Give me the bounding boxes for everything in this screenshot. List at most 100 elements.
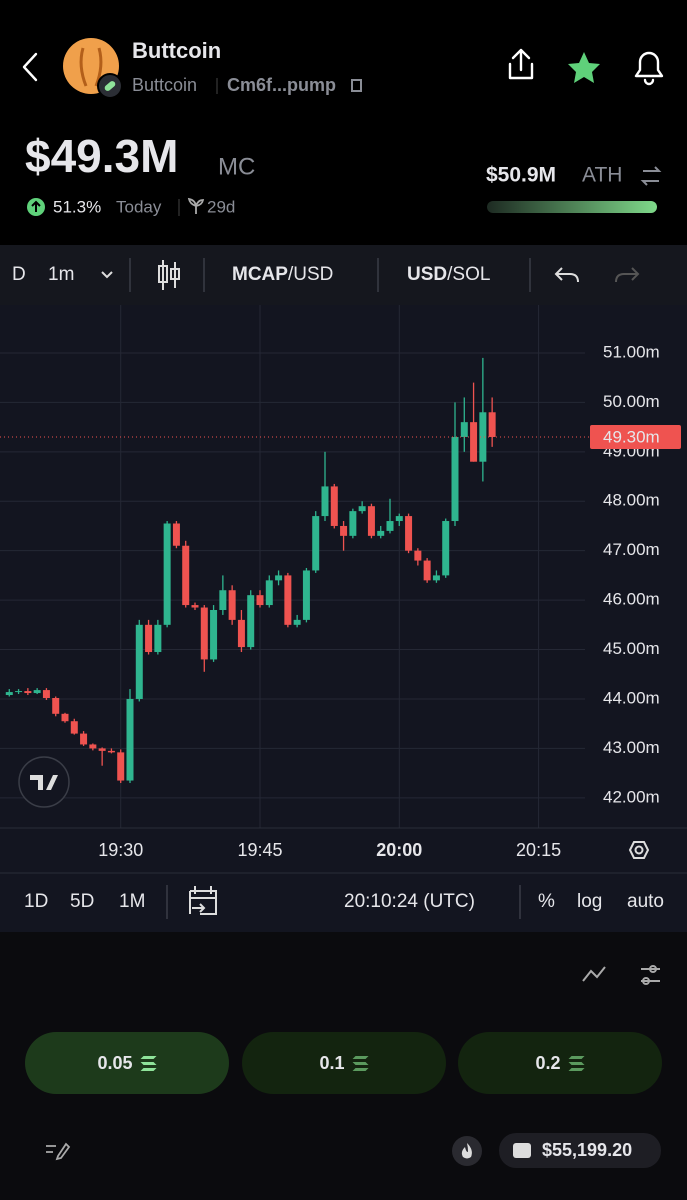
usd-toggle[interactable]: USD/SOL bbox=[407, 264, 490, 285]
candle-body bbox=[191, 605, 199, 608]
plot: 19:30 19:45 20:00 20:15 42.00m 43.00m 44.00m 45… bbox=[0, 305, 681, 860]
swap-icon[interactable] bbox=[640, 166, 662, 186]
tv-logo-mark bbox=[30, 775, 58, 790]
candle-body bbox=[488, 412, 496, 437]
alert-button[interactable] bbox=[634, 51, 664, 86]
candle-body bbox=[210, 610, 218, 660]
y-tick-label: 47.00m bbox=[603, 540, 660, 559]
share-button[interactable] bbox=[508, 48, 534, 80]
candle-body bbox=[442, 521, 450, 576]
candle-body bbox=[182, 545, 190, 606]
pill-icon bbox=[104, 81, 116, 91]
buy-buttons: 0.05 0.1 0.2 bbox=[25, 1032, 662, 1094]
token-address[interactable]: Cm6f...pump bbox=[227, 75, 336, 95]
usd[interactable]: USD bbox=[407, 264, 447, 285]
candle-body bbox=[15, 691, 23, 693]
candles-icon[interactable] bbox=[158, 260, 180, 290]
candle-body bbox=[256, 595, 264, 606]
chart-type-icon[interactable] bbox=[582, 966, 606, 982]
mcap-toggle[interactable]: MCAP/USD bbox=[232, 264, 333, 285]
copy-icon[interactable] bbox=[351, 79, 362, 92]
candle-body bbox=[61, 713, 69, 722]
dropdown[interactable] bbox=[101, 271, 113, 279]
market-cap: $49.3M bbox=[25, 130, 178, 182]
buy-button[interactable] bbox=[242, 1032, 446, 1094]
candle-body bbox=[33, 690, 41, 694]
range[interactable]: 5D bbox=[70, 891, 94, 912]
candle-body bbox=[405, 516, 413, 551]
chart-settings[interactable] bbox=[628, 841, 650, 859]
auto-toggle[interactable]: auto bbox=[627, 891, 664, 912]
x-tick-label: 19:45 bbox=[237, 840, 282, 860]
candle-body bbox=[247, 595, 255, 648]
priority-button[interactable] bbox=[452, 1136, 482, 1166]
candle-body bbox=[117, 752, 125, 781]
candle-body bbox=[98, 748, 106, 751]
candle-body bbox=[237, 619, 245, 648]
last-price-label: 49.30m bbox=[603, 427, 660, 446]
y-tick-label: 42.00m bbox=[603, 787, 660, 806]
range[interactable]: 1D bbox=[24, 891, 48, 912]
tv-logo[interactable] bbox=[18, 756, 70, 808]
candle-body bbox=[302, 570, 310, 620]
usd-unit[interactable]: /SOL bbox=[447, 264, 490, 285]
y-tick-label: 51.00m bbox=[603, 342, 660, 361]
candle-body bbox=[432, 575, 440, 581]
y-tick-label: 44.00m bbox=[603, 688, 660, 707]
avatar-art bbox=[79, 47, 103, 87]
candle-body bbox=[293, 619, 301, 625]
wallet-pill[interactable] bbox=[499, 1133, 661, 1168]
buy-button[interactable] bbox=[25, 1032, 229, 1094]
back-button[interactable] bbox=[22, 52, 38, 82]
mcap-unit[interactable]: /USD bbox=[288, 264, 333, 285]
candle-body bbox=[126, 698, 134, 781]
filter-icon[interactable] bbox=[641, 965, 660, 985]
candle-body bbox=[24, 691, 32, 694]
candle-body bbox=[312, 516, 320, 571]
ath-label: ATH bbox=[582, 164, 622, 187]
y-tick-label: 45.00m bbox=[603, 639, 660, 658]
candle-body bbox=[154, 624, 162, 653]
undo[interactable] bbox=[554, 267, 579, 283]
candle-body bbox=[200, 607, 208, 660]
candle-body bbox=[219, 590, 227, 611]
candle-body bbox=[70, 721, 78, 734]
sol-icon bbox=[140, 1056, 157, 1071]
ath-progress bbox=[487, 201, 657, 213]
candle-body bbox=[284, 575, 292, 625]
change: 51.3% bbox=[53, 197, 101, 216]
range[interactable]: 1M bbox=[119, 891, 145, 912]
interval-prefix[interactable]: D bbox=[12, 264, 26, 285]
goto-date[interactable] bbox=[189, 886, 217, 915]
chart-settings-dot bbox=[634, 845, 644, 855]
candle-body bbox=[395, 516, 403, 522]
clock: 20:10:24 (UTC) bbox=[344, 891, 475, 912]
market-cap-label: MC bbox=[218, 153, 255, 180]
interval[interactable]: 1m bbox=[48, 264, 74, 285]
log-toggle[interactable]: log bbox=[577, 891, 602, 912]
candle-body bbox=[423, 560, 431, 581]
last-price-tag bbox=[590, 424, 681, 449]
edit-icon[interactable] bbox=[46, 1142, 71, 1161]
candle-body bbox=[386, 521, 394, 531]
percent-toggle[interactable]: % bbox=[538, 891, 555, 912]
candle-body bbox=[330, 486, 338, 526]
flame-icon bbox=[461, 1143, 472, 1159]
x-tick-label: 20:15 bbox=[516, 840, 561, 860]
buy-button[interactable] bbox=[458, 1032, 662, 1094]
age-icon bbox=[187, 197, 205, 214]
mcap[interactable]: MCAP bbox=[232, 264, 288, 285]
candle-body bbox=[275, 575, 283, 581]
favorite-button[interactable] bbox=[568, 52, 600, 83]
buy-amount: 0.05 bbox=[97, 1053, 132, 1073]
candle-body bbox=[5, 692, 13, 696]
wallet-icon bbox=[513, 1143, 531, 1158]
sol-icon bbox=[568, 1056, 585, 1071]
token-name: Buttcoin bbox=[132, 38, 221, 63]
candle-body bbox=[89, 744, 97, 749]
age: 29d bbox=[207, 197, 235, 216]
redo[interactable] bbox=[615, 267, 640, 283]
candle-body bbox=[52, 697, 60, 714]
